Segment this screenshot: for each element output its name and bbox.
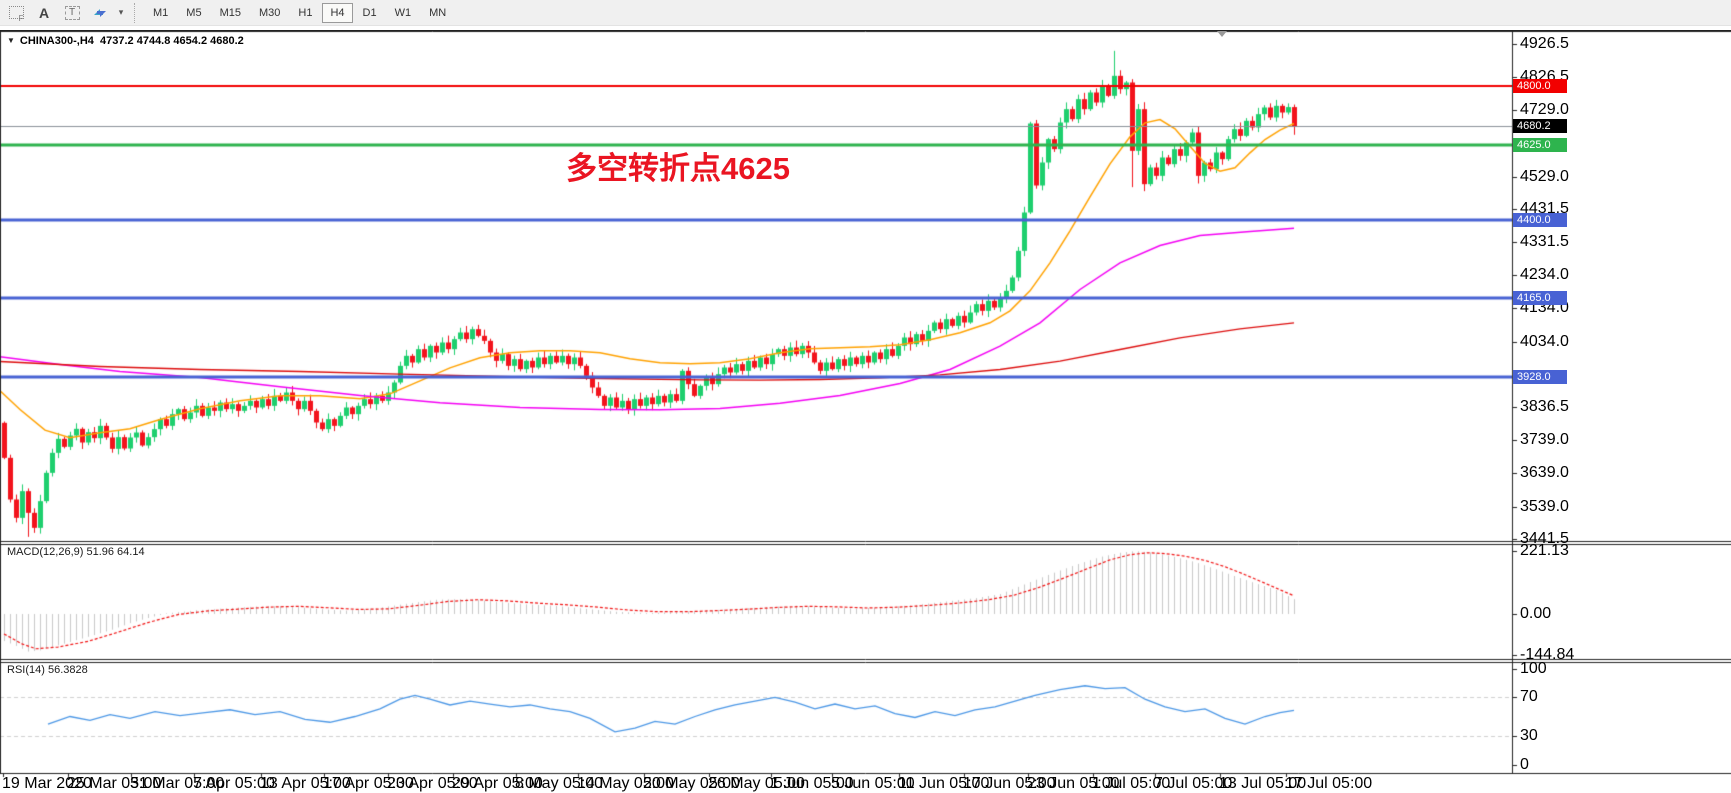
price-tick-label: 4034.0 (1520, 332, 1569, 350)
rsi-tick-label: 70 (1520, 688, 1538, 706)
macd-indicator-label: MACD(12,26,9) 51.96 64.14 (7, 546, 145, 558)
price-tick-label: 3739.0 (1520, 430, 1569, 448)
rsi-tick-label: 0 (1520, 755, 1529, 773)
toolbar: F A T ▾ M1 M5 M15 M30 H1 H4 D1 W1 MN (0, 0, 1731, 26)
timeframe-button-w1[interactable]: W1 (394, 6, 412, 19)
price-tick-label: 4926.5 (1520, 35, 1569, 52)
time-axis-label: 11 Jun 05:00 (898, 775, 990, 792)
chart-window: ▼ CHINA300-,H4 4737.2 4744.8 4654.2 4680.… (0, 30, 1731, 793)
annotation-text[interactable]: 多空转折点4625 (566, 151, 790, 186)
collapse-triangle-icon[interactable]: ▼ (7, 36, 15, 45)
rsi-tick-label: 100 (1520, 659, 1547, 677)
price-tick-label: 4331.5 (1520, 233, 1569, 251)
ohlc-values: 4737.2 4744.8 4654.2 4680.2 (100, 35, 244, 47)
time-axis-label: 23 Apr 05:00 (387, 775, 478, 792)
frame-f-icon[interactable]: F (4, 2, 28, 24)
price-tag: 4680.2 (1513, 119, 1567, 133)
timeframe-button-m15[interactable]: M15 (219, 6, 241, 19)
time-axis-label: 17 Jul 05:00 (1285, 775, 1373, 792)
rsi-indicator-label: RSI(14) 56.3828 (7, 664, 88, 676)
chart-title: ▼ CHINA300-,H4 4737.2 4744.8 4654.2 4680.… (7, 35, 244, 47)
label-a-icon[interactable]: A (38, 4, 50, 21)
timeframe-button-mn[interactable]: MN (429, 6, 447, 19)
timeframe-button-h4[interactable]: H4 (322, 2, 353, 23)
time-axis-label: 19 Mar 2020 (2, 775, 92, 792)
time-axis-label: 7 Jul 05:00 (1154, 775, 1233, 792)
price-tick-label: 3441.5 (1520, 530, 1569, 547)
rsi-tick-label: 30 (1520, 726, 1538, 744)
time-axis-label: 7 Apr 05:00 (193, 775, 275, 792)
dropdown-caret-icon[interactable]: ▾ (118, 7, 124, 17)
price-tag: 4165.0 (1513, 291, 1567, 305)
chart-shift-marker[interactable] (1217, 31, 1227, 37)
price-tick-label: 3639.0 (1520, 464, 1569, 482)
price-tag: 4625.0 (1513, 138, 1567, 152)
price-tick-label: 4431.5 (1520, 200, 1569, 217)
price-tag: 4400.0 (1513, 213, 1567, 227)
macd-tick-label: 221.13 (1520, 542, 1569, 559)
timeframe-button-d1[interactable]: D1 (362, 6, 377, 19)
symbol-period-label: CHINA300-,H4 (19, 35, 94, 47)
time-axis-label: 29 Apr 05:00 (452, 775, 543, 792)
timeframe-buttons: M1 M5 M15 M30 H1 H4 D1 W1 MN (144, 2, 455, 23)
time-axis-label: 17 Apr 05:00 (323, 775, 414, 792)
toolbar-separator (134, 2, 140, 23)
macd-tick-label: 0.00 (1520, 605, 1552, 622)
price-tag: 3928.0 (1513, 370, 1567, 384)
chart-canvas[interactable] (0, 31, 1731, 793)
timeframe-button-m1[interactable]: M1 (153, 6, 169, 19)
timeframe-button-m5[interactable]: M5 (186, 6, 202, 19)
time-axis-label: 31 Mar 05:00 (130, 775, 225, 792)
time-axis-label: 20 May 05:00 (643, 775, 740, 792)
time-axis-label: 5 Jun 05:00 (831, 775, 915, 792)
price-tick-label: 4729.0 (1520, 100, 1569, 118)
textbox-t-icon[interactable]: T (60, 2, 84, 24)
time-axis-label: 14 May 05:00 (577, 775, 674, 792)
time-axis-label: 25 Mar 05:00 (67, 775, 162, 792)
time-axis-label: 13 Apr 05:00 (260, 775, 351, 792)
price-tick-label: 3539.0 (1520, 497, 1569, 515)
timeframe-button-h1[interactable]: H1 (298, 6, 313, 19)
timeframe-button-m30[interactable]: M30 (258, 6, 281, 19)
time-axis-label: 23 Jun 05:00 (1027, 775, 1120, 792)
price-tick-label: 4234.0 (1520, 265, 1569, 283)
time-axis-label: 1 Jun 05:00 (770, 775, 854, 792)
macd-tick-label: -144.84 (1520, 646, 1575, 664)
time-axis-label: 17 Jun 05:00 (963, 775, 1056, 792)
price-tag: 4800.0 (1513, 79, 1567, 93)
price-tick-label: 3836.5 (1520, 398, 1569, 416)
time-axis-label: 1 Jul 05:00 (1092, 775, 1171, 792)
price-tick-label: 4529.0 (1520, 167, 1569, 185)
time-axis-label: 26 May 05:00 (708, 775, 805, 792)
arrow-style-icon[interactable] (88, 2, 112, 24)
time-axis-label: 13 Jul 05:00 (1219, 775, 1307, 792)
time-axis-label: 8 May 05:00 (515, 775, 604, 792)
